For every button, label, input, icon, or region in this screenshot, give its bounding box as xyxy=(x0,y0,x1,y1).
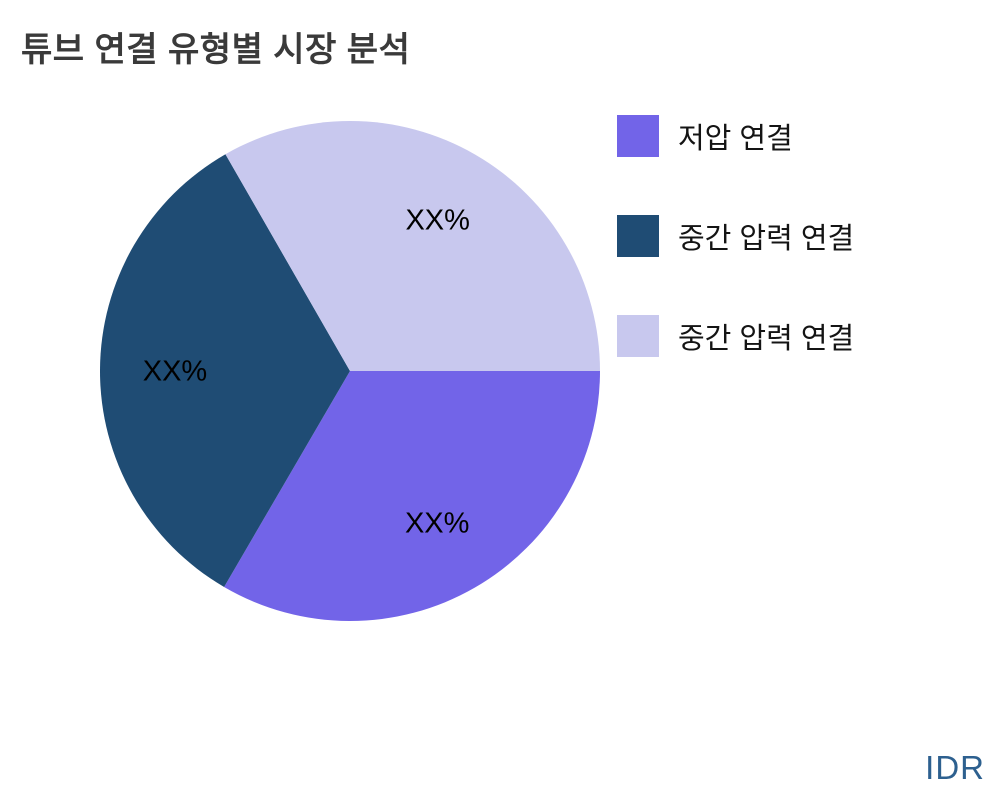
pie-slice-1 xyxy=(99,154,351,587)
legend-label-0: 저압 연결 xyxy=(678,123,793,155)
pie-slice-2 xyxy=(225,120,601,371)
legend-swatch-0 xyxy=(617,115,659,157)
chart-title: 튜브 연결 유형별 시장 분석 xyxy=(21,31,411,69)
legend-item-2: 중간 압력 연결 xyxy=(617,315,854,357)
legend: 저압 연결 중간 압력 연결 중간 압력 연결 xyxy=(617,115,854,357)
legend-swatch-1 xyxy=(617,215,659,257)
pie-pct-label-2: XX% xyxy=(405,205,469,237)
pie-pct-label-0: XX% xyxy=(405,508,469,540)
legend-swatch-2 xyxy=(617,315,659,357)
watermark-idr: IDR xyxy=(925,749,985,786)
legend-label-2: 중간 압력 연결 xyxy=(678,323,855,355)
legend-item-1: 중간 압력 연결 xyxy=(617,215,854,257)
pie-pct-label-1: XX% xyxy=(143,356,207,388)
legend-label-1: 중간 압력 연결 xyxy=(678,223,855,255)
legend-item-0: 저압 연결 xyxy=(617,115,854,157)
pie-slice-0 xyxy=(224,371,600,622)
